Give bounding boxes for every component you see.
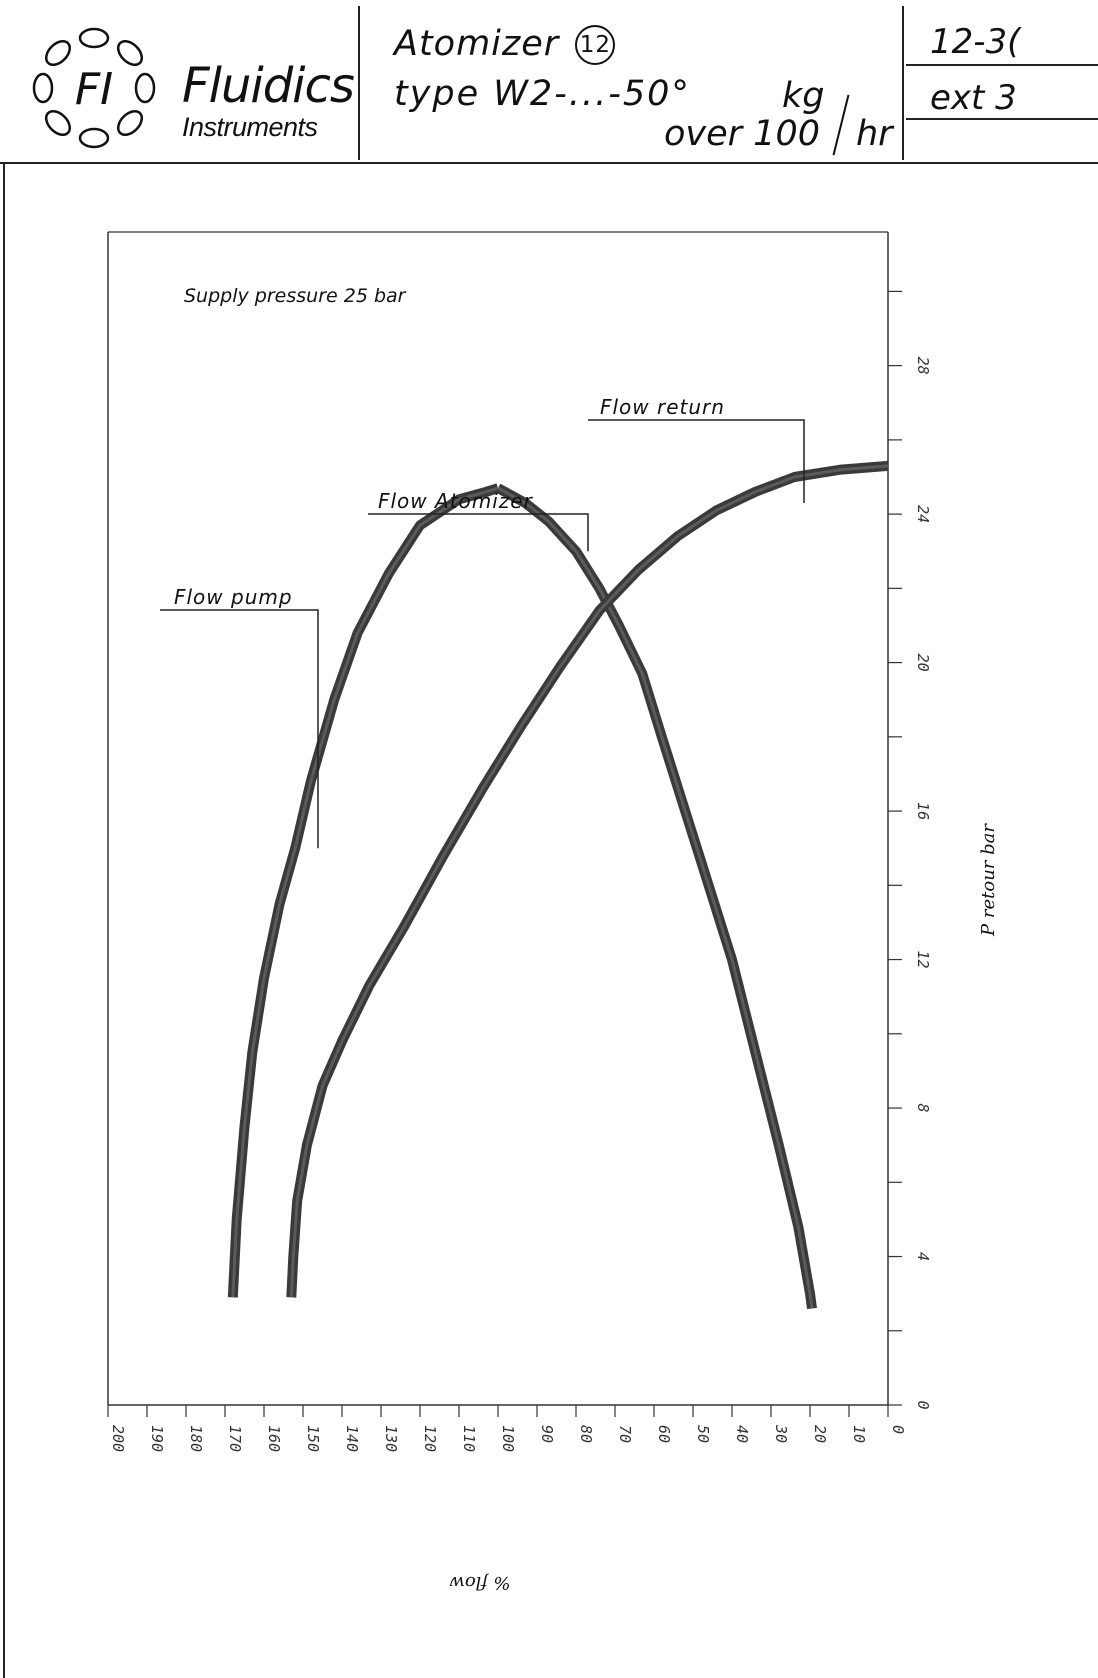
title-line-1: Atomizer 12 [394,24,616,65]
x-tick-label: 40 [733,1425,751,1443]
title-number-badge: 12 [575,25,616,65]
x-tick-label: 200 [109,1425,127,1452]
x-tick-label: 100 [499,1425,517,1452]
title-block: Atomizer 12 type W2-...-50° kg hr over 1… [362,6,904,160]
x-tick-label: 170 [226,1425,244,1452]
title-unit-numerator: kg [782,76,825,116]
reference-divider [906,64,1098,66]
x-tick-label: 70 [616,1425,634,1443]
title-unit-denominator: hr [856,114,893,154]
logo-block: FI Fluidics Instruments [4,6,360,160]
y-tick-label: 12 [914,951,932,969]
x-tick-label: 190 [148,1425,166,1452]
title-line-2: type W2-...-50° [394,74,691,114]
x-axis-label: % flow [449,1572,511,1593]
header-bottom-rule [0,162,1098,164]
company-logo: FI [32,27,156,149]
x-tick-label: 120 [421,1425,439,1452]
reference-extension: ext 3 [930,78,1017,118]
left-border-rule [3,162,5,1678]
chart-labels: 200 190 180 170 160 150 140 130 120 110 100 90 80 70 6… [109,357,932,1452]
x-tick-label: 60 [655,1425,673,1443]
y-tick-label: 28 [914,357,932,375]
x-tick-label: 150 [304,1425,322,1452]
series-label: Flow return [600,395,725,419]
y-axis-label: P retour bar [978,823,999,937]
x-tick-label: 0 [889,1425,907,1434]
series-leader-line [588,419,805,503]
curve-flow-return-highlight [289,464,889,1298]
title-line-3: over 100 [664,114,820,154]
x-tick-label: 90 [538,1425,556,1443]
x-tick-label: 140 [343,1425,361,1452]
company-name: Fluidics [182,58,355,114]
y-tick-label: 20 [914,654,932,672]
x-tick-label: 10 [850,1425,868,1443]
reference-block: 12-3( ext 3 [906,6,1098,160]
curve-flow-pump-highlight [231,486,499,1298]
curve-flow-atomizer-highlight [497,486,814,1309]
x-tick-label: 110 [460,1425,478,1452]
reference-divider [906,118,1098,120]
logo-mark-text: FI [75,64,113,115]
y-tick-label: 24 [914,505,932,523]
chart-axes [107,231,902,1417]
reference-number: 12-3( [930,22,1021,62]
series-leader-line [368,513,589,552]
curve-flow-atomizer [495,483,817,1310]
series-leader-line [160,609,319,849]
y-tick-label: 0 [914,1400,932,1409]
y-tick-label: 16 [914,802,932,820]
company-subtitle: Instruments [182,112,318,142]
x-tick-label: 30 [772,1424,790,1443]
x-tick-label: 130 [382,1425,400,1452]
x-tick-label: 20 [811,1425,829,1443]
y-tick-label: 8 [914,1104,932,1113]
chart-curves [227,460,889,1310]
supply-pressure-annotation: Supply pressure 25 bar [184,285,407,307]
title-text: Atomizer [394,24,560,64]
drawing-header: FI Fluidics Instruments Atomizer 12 type… [0,0,1098,166]
x-tick-label: 180 [187,1425,205,1452]
x-tick-label: 50 [694,1425,712,1443]
series-label: Flow pump [174,585,293,609]
x-tick-label: 80 [577,1425,595,1443]
series-label: Flow Atomizer [378,489,534,513]
x-tick-label: 160 [265,1425,283,1452]
y-tick-label: 4 [914,1252,932,1261]
